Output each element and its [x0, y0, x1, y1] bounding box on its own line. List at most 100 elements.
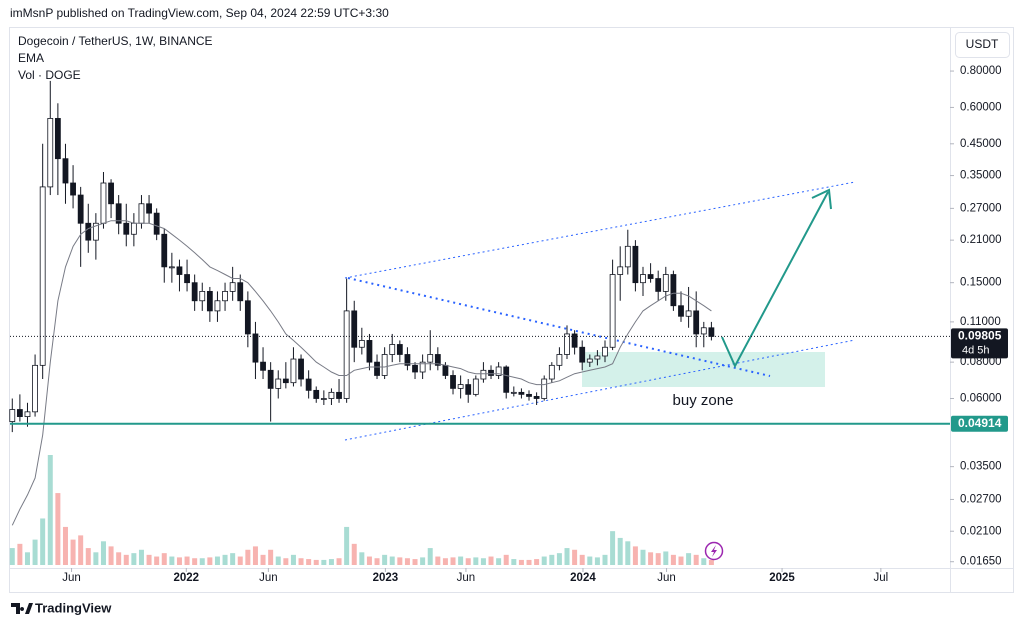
- tv-brand: TradingView: [35, 600, 112, 615]
- publisher-header: imMsnP published on TradingView.com, Sep…: [10, 6, 389, 20]
- volume-bar: [222, 554, 228, 565]
- volume-bar: [230, 553, 236, 565]
- volume-bar: [594, 557, 600, 565]
- volume-bar: [374, 558, 380, 565]
- volume-bar: [442, 558, 448, 565]
- candle-body: [62, 158, 69, 184]
- volume-bar: [93, 552, 99, 565]
- volume-bar: [154, 556, 160, 565]
- last-price-label: 0.09805: [958, 329, 1002, 343]
- volume-bar: [686, 553, 692, 565]
- volume-bar: [450, 557, 456, 565]
- y-tick-label: 0.60000: [960, 101, 1002, 113]
- candle-body: [313, 389, 320, 399]
- volume-bar: [488, 556, 494, 565]
- volume-bar: [465, 558, 471, 565]
- candle-body: [222, 291, 228, 302]
- y-tick-label: 0.45000: [960, 138, 1002, 150]
- volume-bar: [518, 559, 524, 565]
- candle-body: [632, 245, 639, 284]
- candle-body: [267, 369, 274, 389]
- x-tick-label: 2023: [373, 572, 399, 584]
- volume-bar: [268, 549, 274, 565]
- candle-body: [526, 393, 532, 397]
- volume-bar: [108, 546, 114, 565]
- candle-body: [108, 182, 114, 205]
- candle-body: [214, 300, 221, 312]
- candle-body: [305, 378, 312, 391]
- volume-bar: [526, 559, 532, 565]
- candle-body: [260, 361, 266, 371]
- candle-body: [624, 245, 631, 268]
- countdown-label: 4d 5h: [962, 344, 990, 356]
- candle-body: [381, 354, 388, 376]
- currency-button[interactable]: [955, 32, 1010, 58]
- volume-bar: [78, 535, 84, 565]
- volume-bar: [116, 552, 122, 565]
- volume-bar: [47, 455, 53, 565]
- volume-bar: [632, 546, 638, 565]
- x-tick-label: 2025: [769, 572, 795, 584]
- volume-bar: [427, 548, 433, 565]
- candle-body: [655, 278, 662, 292]
- candle-body: [419, 361, 426, 373]
- volume-bar: [344, 526, 350, 565]
- volume-bar: [625, 541, 631, 565]
- candle-body: [343, 310, 350, 399]
- volume-bar: [496, 558, 502, 565]
- candle-body: [229, 282, 236, 292]
- volume-bar: [184, 556, 190, 565]
- candle-body: [206, 291, 213, 312]
- y-tick-label: 0.35000: [960, 170, 1002, 182]
- overlay: 0.80000 0.60000 0.45000 0.35000 0.27000 0.210…: [10, 65, 1008, 584]
- volume-bar: [313, 559, 319, 565]
- candle-body: [533, 396, 540, 399]
- candle-body: [693, 310, 700, 335]
- last-price-bg: [951, 328, 1008, 359]
- candle-body: [244, 300, 251, 335]
- volume-bar: [670, 554, 676, 565]
- volume-bar: [70, 539, 76, 565]
- volume-bar: [458, 556, 464, 565]
- volume-bar: [473, 557, 479, 565]
- marks: [9, 80, 715, 565]
- volume-bar: [62, 526, 68, 565]
- volume-bar: [199, 558, 205, 565]
- candle-body: [77, 194, 84, 224]
- volume-bar: [245, 549, 251, 565]
- volume-bar: [404, 558, 410, 565]
- volume-bar: [655, 553, 661, 565]
- candle-body: [609, 274, 616, 348]
- volume-bar: [610, 531, 616, 565]
- candle-body: [495, 366, 502, 376]
- descending-trendline: [347, 277, 771, 377]
- candle-body: [298, 358, 304, 380]
- volume-bar: [260, 554, 266, 565]
- volume-bar: [359, 552, 365, 565]
- candle-body: [640, 274, 646, 284]
- candle-body: [252, 333, 259, 363]
- candle-body: [480, 369, 487, 380]
- volume-bar: [617, 537, 623, 565]
- volume-bar: [678, 556, 684, 565]
- candle-body: [472, 378, 479, 395]
- volume-bar: [351, 543, 357, 565]
- buy-zone-label: buy zone: [673, 392, 734, 409]
- volume-bar: [382, 554, 388, 565]
- volume-bar: [32, 539, 38, 565]
- volume-bar: [192, 558, 198, 565]
- candle-body: [54, 118, 61, 160]
- candle-body: [336, 391, 342, 399]
- y-tick-label: 0.08000: [960, 356, 1002, 368]
- volume-bar: [663, 551, 669, 565]
- volume-bar: [237, 556, 243, 565]
- candle-body: [47, 118, 54, 188]
- candle-body: [700, 327, 707, 335]
- chart-frame: [9, 27, 1014, 593]
- volume-bar: [587, 556, 593, 565]
- volume-bar: [389, 556, 395, 565]
- candle-body: [130, 222, 137, 235]
- candle-body: [320, 398, 327, 400]
- currency-label[interactable]: USDT: [966, 37, 999, 51]
- volume-bar: [503, 554, 509, 565]
